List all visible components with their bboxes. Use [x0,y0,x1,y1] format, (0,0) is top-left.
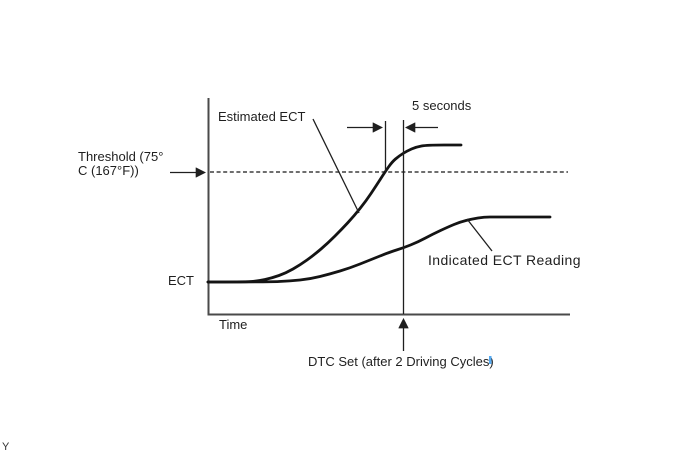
dtc-set-label: DTC Set (after 2 Driving Cycles) [308,354,494,369]
estimated-ect-label: Estimated ECT [218,109,305,124]
estimated-ect-leader-line [312,118,360,214]
indicated-ect-leader-line [466,218,493,252]
y-axis-label: ECT [168,273,194,288]
threshold-label-line1: Threshold (75° [78,149,163,164]
text-cursor-artifact [489,356,492,364]
estimated-ect-curve [206,143,463,284]
indicated-ect-curve [206,215,552,284]
x-axis-label: Time [219,317,247,332]
threshold-label-line2: C (167°F)) [78,163,139,178]
page-marker-y: Y [2,441,10,453]
indicated-ect-label: Indicated ECT Reading [428,252,581,268]
five-seconds-label: 5 seconds [412,98,472,113]
